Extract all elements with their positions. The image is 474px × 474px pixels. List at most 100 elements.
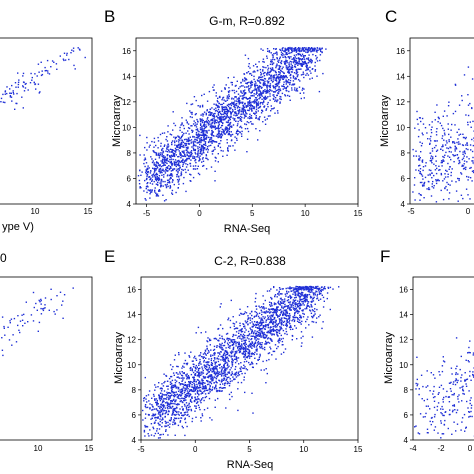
scatter-point xyxy=(233,334,235,336)
scatter-point xyxy=(208,361,210,363)
scatter-point xyxy=(265,90,267,93)
scatter-point xyxy=(446,170,448,172)
scatter-point xyxy=(301,48,303,50)
scatter-point xyxy=(204,144,206,146)
scatter-point xyxy=(23,313,25,316)
scatter-point xyxy=(264,78,267,80)
scatter-point xyxy=(230,352,233,355)
scatter-point xyxy=(288,71,290,74)
scatter-point xyxy=(279,98,281,100)
scatter-point xyxy=(173,385,175,387)
scatter-point xyxy=(270,61,272,63)
scatter-point xyxy=(170,407,173,409)
scatter-point xyxy=(294,316,296,319)
scatter-point xyxy=(319,298,322,300)
scatter-point xyxy=(196,383,198,386)
scatter-point xyxy=(259,130,261,132)
scatter-point xyxy=(261,98,263,100)
scatter-point xyxy=(178,175,180,177)
scatter-point xyxy=(145,171,147,173)
scatter-point xyxy=(281,306,283,309)
scatter-point xyxy=(160,160,162,162)
scatter-point xyxy=(308,291,310,293)
scatter-point xyxy=(218,131,220,134)
scatter-point xyxy=(257,335,259,337)
scatter-point xyxy=(191,360,194,362)
scatter-point xyxy=(4,90,7,92)
scatter-point xyxy=(255,97,258,99)
scatter-point xyxy=(464,151,466,153)
scatter-point xyxy=(224,349,226,352)
scatter-point xyxy=(180,417,183,419)
scatter-point xyxy=(198,398,200,400)
scatter-point xyxy=(256,69,259,72)
scatter-point xyxy=(291,68,294,71)
scatter-point xyxy=(218,379,220,381)
scatter-point xyxy=(217,113,219,115)
scatter-point xyxy=(145,199,147,201)
scatter-point xyxy=(147,171,149,174)
scatter-point xyxy=(240,348,242,350)
scatter-point xyxy=(197,387,200,389)
scatter-point xyxy=(257,323,260,326)
scatter-point xyxy=(188,158,190,160)
scatter-point xyxy=(277,309,279,311)
scatter-point xyxy=(258,89,260,91)
scatter-point xyxy=(224,340,226,342)
scatter-point xyxy=(253,112,255,114)
scatter-point xyxy=(218,334,221,336)
scatter-point xyxy=(185,190,187,193)
scatter-point xyxy=(260,101,262,104)
scatter-point xyxy=(197,404,200,406)
scatter-point xyxy=(218,111,221,114)
scatter-point xyxy=(306,51,309,54)
scatter-point xyxy=(299,292,301,295)
scatter-point xyxy=(166,167,169,169)
scatter-point xyxy=(301,342,303,344)
scatter-point xyxy=(262,60,264,63)
scatter-point xyxy=(11,84,13,87)
scatter-point xyxy=(223,108,225,111)
scatter-point xyxy=(228,360,230,363)
scatter-points xyxy=(0,47,86,110)
scatter-point xyxy=(178,150,180,152)
scatter-point xyxy=(286,314,288,317)
scatter-point xyxy=(263,84,265,87)
scatter-point xyxy=(266,87,268,89)
scatter-point xyxy=(200,371,202,373)
scatter-point xyxy=(453,161,455,163)
scatter-point xyxy=(269,115,271,117)
scatter-point xyxy=(63,52,66,54)
scatter-point xyxy=(182,124,185,127)
scatter-point xyxy=(257,342,259,344)
scatter-point xyxy=(38,71,40,73)
scatter-point xyxy=(247,98,249,100)
scatter-point xyxy=(209,113,211,115)
scatter-point xyxy=(215,141,217,143)
scatter-point xyxy=(2,93,4,96)
scatter-point xyxy=(239,126,241,128)
scatter-point xyxy=(302,48,304,51)
scatter-point xyxy=(203,376,205,378)
scatter-point xyxy=(421,184,424,186)
scatter-point xyxy=(159,407,161,410)
scatter-point xyxy=(258,90,260,92)
scatter-point xyxy=(206,363,208,366)
scatter-point xyxy=(159,405,161,408)
scatter-point xyxy=(267,69,269,71)
scatter-point xyxy=(55,63,58,65)
scatter-point xyxy=(413,184,416,186)
scatter-point xyxy=(281,92,284,95)
scatter-point xyxy=(265,321,267,323)
scatter-point xyxy=(167,145,170,147)
scatter-point xyxy=(270,76,272,78)
scatter-point xyxy=(433,174,435,177)
scatter-point xyxy=(302,58,304,60)
scatter-point xyxy=(156,176,158,178)
scatter-point xyxy=(175,387,177,389)
scatter-point xyxy=(204,350,207,352)
scatter-point xyxy=(312,297,315,300)
scatter-point xyxy=(251,81,254,84)
scatter-point xyxy=(214,125,216,127)
scatter-point xyxy=(229,347,231,349)
